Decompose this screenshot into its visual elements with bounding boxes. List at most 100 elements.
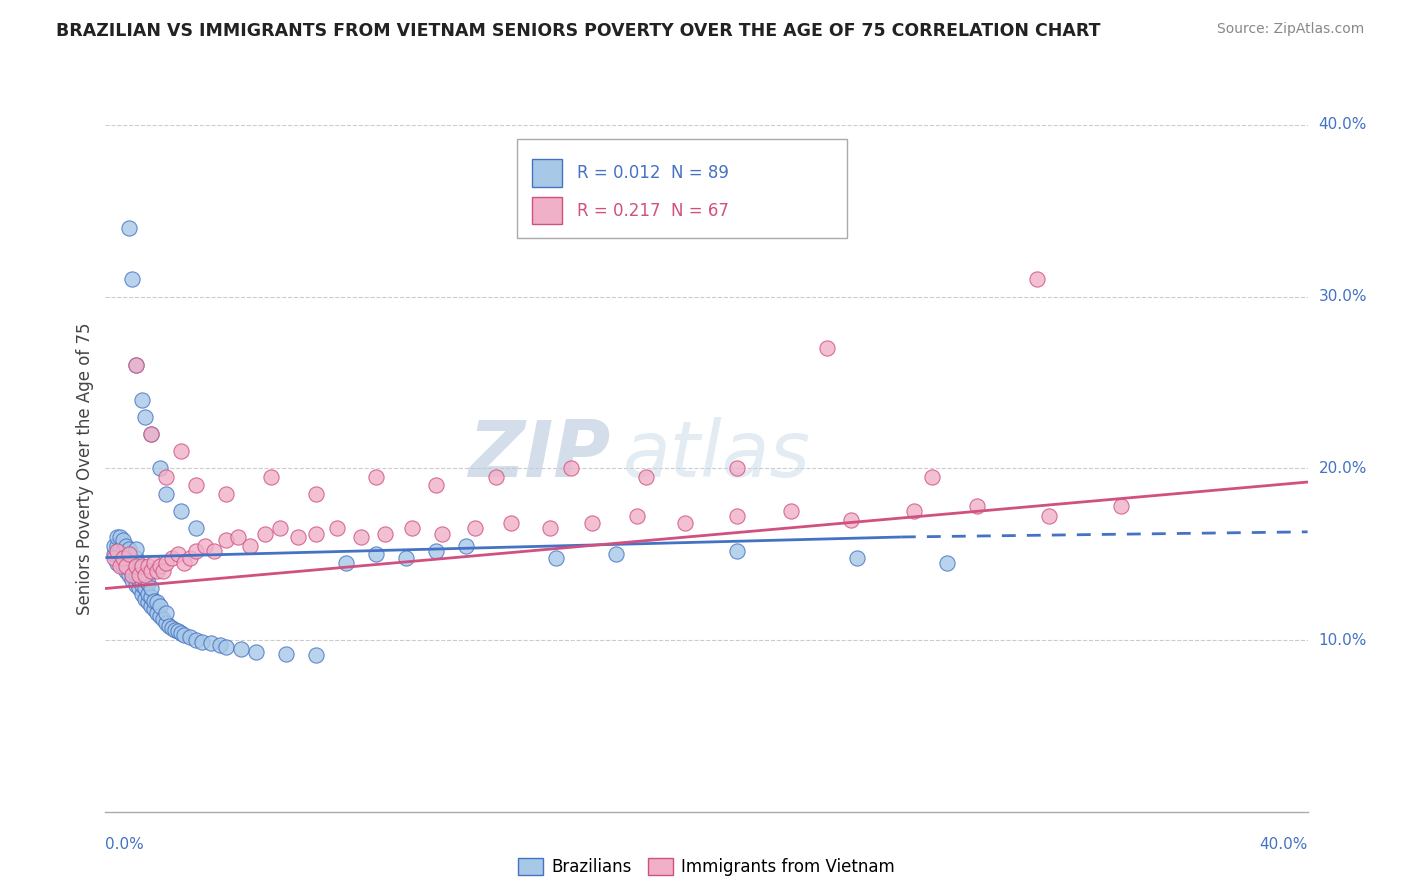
Point: [110, 541, 132, 556]
Point: [815, 341, 838, 355]
Legend: Brazilians, Immigrants from Vietnam: Brazilians, Immigrants from Vietnam: [512, 851, 901, 882]
Point: [124, 569, 146, 583]
Point: [103, 539, 125, 553]
Point: [118, 541, 141, 556]
Point: [903, 504, 925, 518]
Point: [636, 470, 658, 484]
Point: [839, 513, 862, 527]
Point: [131, 578, 153, 592]
Point: [179, 550, 201, 565]
Point: [1109, 499, 1132, 513]
Point: [124, 358, 146, 373]
Point: [112, 550, 135, 565]
FancyBboxPatch shape: [533, 159, 562, 186]
Point: [124, 561, 146, 575]
Point: [157, 619, 180, 633]
Point: [269, 521, 291, 535]
Point: [546, 550, 568, 565]
Text: 40.0%: 40.0%: [1319, 118, 1367, 132]
Point: [110, 550, 132, 565]
Text: 10.0%: 10.0%: [1319, 632, 1367, 648]
Text: atlas: atlas: [623, 417, 810, 492]
Point: [118, 567, 141, 582]
Point: [110, 530, 132, 544]
Point: [214, 640, 236, 654]
Point: [179, 630, 201, 644]
Point: [166, 624, 188, 639]
Point: [131, 559, 153, 574]
Point: [454, 539, 477, 553]
Point: [139, 426, 162, 441]
Point: [921, 470, 943, 484]
Point: [118, 561, 141, 575]
Point: [1026, 272, 1049, 286]
Point: [194, 539, 217, 553]
Text: Source: ZipAtlas.com: Source: ZipAtlas.com: [1216, 22, 1364, 37]
Point: [118, 550, 141, 565]
Point: [145, 606, 167, 620]
Point: [287, 530, 309, 544]
Point: [163, 623, 186, 637]
Point: [136, 576, 159, 591]
Y-axis label: Seniors Poverty Over the Age of 75: Seniors Poverty Over the Age of 75: [76, 322, 94, 615]
Point: [335, 556, 357, 570]
Point: [142, 602, 165, 616]
Point: [124, 550, 146, 565]
Point: [115, 556, 138, 570]
Point: [779, 504, 801, 518]
Point: [190, 634, 212, 648]
Point: [124, 541, 146, 556]
Point: [581, 516, 603, 531]
Point: [305, 487, 328, 501]
Point: [110, 559, 132, 574]
Point: [115, 547, 138, 561]
Point: [121, 573, 143, 587]
Point: [136, 595, 159, 609]
Text: 40.0%: 40.0%: [1260, 837, 1308, 852]
Point: [253, 526, 276, 541]
Point: [160, 621, 183, 635]
Point: [966, 499, 988, 513]
Point: [148, 599, 170, 613]
Point: [121, 564, 143, 578]
Text: BRAZILIAN VS IMMIGRANTS FROM VIETNAM SENIORS POVERTY OVER THE AGE OF 75 CORRELAT: BRAZILIAN VS IMMIGRANTS FROM VIETNAM SEN…: [56, 22, 1101, 40]
Point: [326, 521, 349, 535]
Point: [118, 220, 141, 235]
Point: [166, 547, 188, 561]
Point: [131, 561, 153, 575]
Point: [121, 272, 143, 286]
Point: [131, 392, 153, 407]
Point: [115, 564, 138, 578]
Point: [134, 582, 156, 596]
Point: [145, 564, 167, 578]
Point: [136, 587, 159, 601]
Point: [305, 526, 328, 541]
Point: [208, 638, 231, 652]
Point: [169, 626, 191, 640]
Point: [305, 648, 328, 663]
Point: [118, 547, 141, 561]
Point: [184, 543, 207, 558]
Point: [725, 543, 748, 558]
Point: [124, 578, 146, 592]
Text: ZIP: ZIP: [468, 417, 610, 492]
Point: [229, 641, 252, 656]
Point: [184, 478, 207, 492]
Point: [538, 521, 561, 535]
Point: [134, 409, 156, 424]
Point: [121, 556, 143, 570]
Point: [169, 444, 191, 458]
Point: [364, 547, 387, 561]
Point: [142, 556, 165, 570]
Point: [107, 543, 129, 558]
Point: [501, 516, 523, 531]
Point: [425, 543, 447, 558]
Point: [128, 564, 150, 578]
Point: [202, 543, 225, 558]
Point: [364, 470, 387, 484]
Text: R = 0.012  N = 89: R = 0.012 N = 89: [576, 164, 728, 182]
Point: [485, 470, 508, 484]
Point: [725, 461, 748, 475]
Point: [134, 567, 156, 582]
Point: [107, 556, 129, 570]
